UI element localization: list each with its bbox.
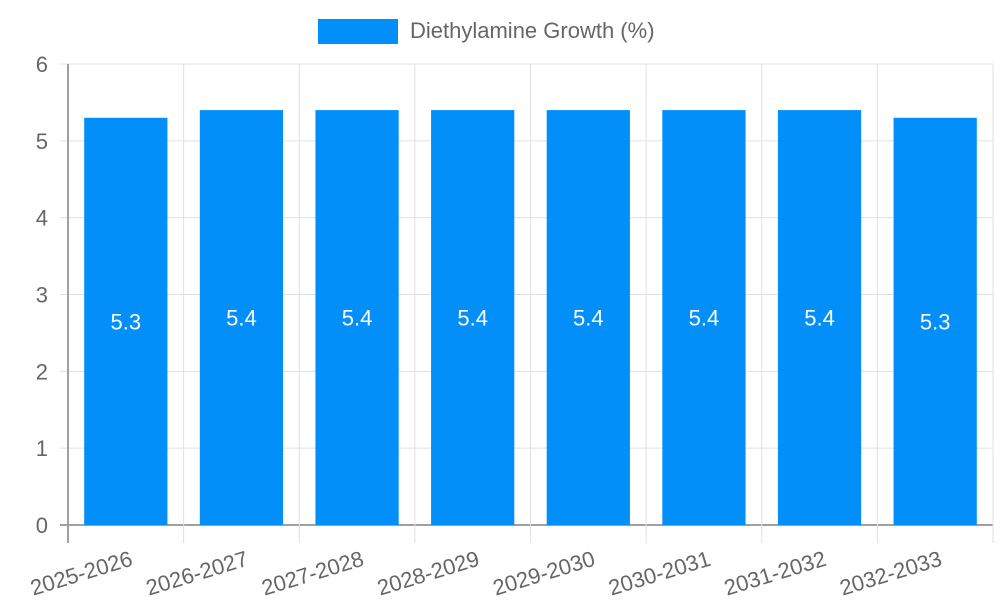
- y-tick-label: 6: [36, 52, 48, 77]
- x-tick-label: 2029-2030: [490, 546, 598, 600]
- y-tick-label: 2: [36, 359, 48, 384]
- x-tick-label: 2030-2031: [605, 546, 713, 600]
- bar-value-label: 5.3: [111, 309, 142, 334]
- bar-value-label: 5.4: [804, 306, 835, 331]
- bar-value-label: 5.4: [573, 306, 604, 331]
- bar-value-label: 5.3: [920, 309, 951, 334]
- legend-label: Diethylamine Growth (%): [410, 18, 655, 43]
- bar: [662, 110, 746, 525]
- bar: [777, 110, 862, 525]
- x-tick-label: 2031-2032: [721, 546, 829, 600]
- bar: [199, 110, 284, 525]
- bar-value-label: 5.4: [689, 306, 720, 331]
- bar-value-label: 5.4: [226, 306, 257, 331]
- x-tick-label: 2032-2033: [837, 546, 945, 600]
- bar-value-label: 5.4: [342, 306, 373, 331]
- bar: [315, 110, 399, 525]
- y-tick-label: 0: [36, 513, 48, 538]
- x-tick-label: 2025-2026: [27, 546, 135, 600]
- y-tick-label: 3: [36, 283, 48, 308]
- chart-legend[interactable]: Diethylamine Growth (%): [318, 18, 655, 44]
- bar: [546, 110, 630, 525]
- legend-swatch: [318, 18, 398, 44]
- x-tick-label: 2028-2029: [374, 546, 482, 600]
- bar: [431, 110, 515, 525]
- x-tick-label: 2027-2028: [259, 546, 367, 600]
- bar-value-label: 5.4: [457, 306, 488, 331]
- bar: [893, 117, 977, 526]
- y-tick-label: 4: [36, 206, 48, 231]
- y-tick-label: 1: [36, 436, 48, 461]
- x-tick-label: 2026-2027: [143, 546, 251, 600]
- y-tick-label: 5: [36, 129, 48, 154]
- bar: [84, 117, 168, 526]
